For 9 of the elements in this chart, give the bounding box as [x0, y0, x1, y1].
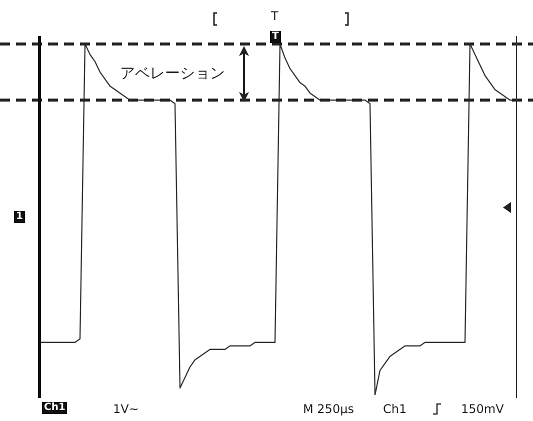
- text: Ch1: [383, 402, 407, 416]
- text: 150mV: [461, 402, 504, 416]
- text: 1: [14, 211, 25, 223]
- text: Ch1: [42, 402, 68, 414]
- text: M 250μs: [303, 402, 354, 416]
- text: T: [270, 31, 281, 43]
- text: T: [271, 9, 278, 23]
- text: 1V~: [113, 402, 139, 416]
- annotation: アベレーション: [120, 64, 225, 82]
